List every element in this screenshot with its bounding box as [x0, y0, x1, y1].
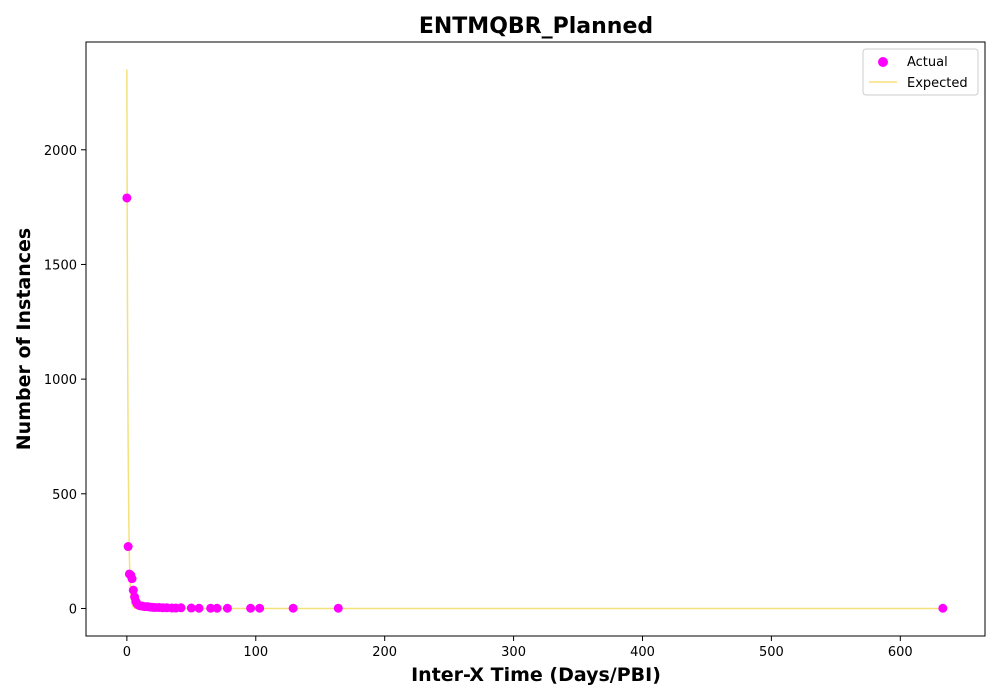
legend-actual-marker [878, 57, 888, 67]
x-tick-label: 0 [123, 645, 131, 660]
y-tick-label: 1000 [44, 373, 77, 388]
x-tick-label: 400 [630, 645, 655, 660]
actual-point [255, 603, 265, 613]
actual-point [123, 542, 133, 552]
actual-point [222, 603, 232, 613]
actual-point [333, 603, 343, 613]
actual-point [186, 603, 196, 613]
series-layer [122, 69, 948, 613]
actual-point [122, 193, 132, 203]
chart-title: ENTMQBR_Planned [419, 14, 653, 39]
y-tick-label: 500 [52, 488, 77, 503]
actual-point [127, 574, 137, 584]
actual-point [194, 603, 204, 613]
actual-point [128, 585, 138, 595]
y-tick-label: 0 [69, 602, 77, 617]
actual-point [206, 603, 216, 613]
actual-point [212, 603, 222, 613]
y-axis-ticks: 0 500 1000 1500 2000 [44, 144, 86, 617]
expected-line [126, 69, 943, 610]
actual-point [246, 603, 256, 613]
x-tick-label: 600 [888, 645, 913, 660]
x-tick-label: 500 [759, 645, 784, 660]
legend-box [862, 48, 979, 96]
legend-actual-label: Actual [907, 55, 948, 70]
x-tick-label: 300 [501, 645, 526, 660]
actual-point [288, 603, 298, 613]
y-axis-label: Number of Instances [13, 228, 35, 450]
x-tick-label: 200 [372, 645, 397, 660]
legend-expected-label: Expected [907, 76, 968, 91]
actual-point [938, 603, 948, 613]
actual-point [176, 603, 186, 613]
y-tick-label: 1500 [44, 258, 77, 273]
x-tick-label: 100 [243, 645, 268, 660]
legend: Actual Expected [862, 48, 979, 96]
x-axis-label: Inter-X Time (Days/PBI) [411, 664, 661, 686]
plot-frame [85, 41, 986, 637]
y-tick-label: 2000 [44, 144, 77, 159]
x-axis-ticks: 0 100 200 300 400 500 600 [123, 636, 913, 660]
